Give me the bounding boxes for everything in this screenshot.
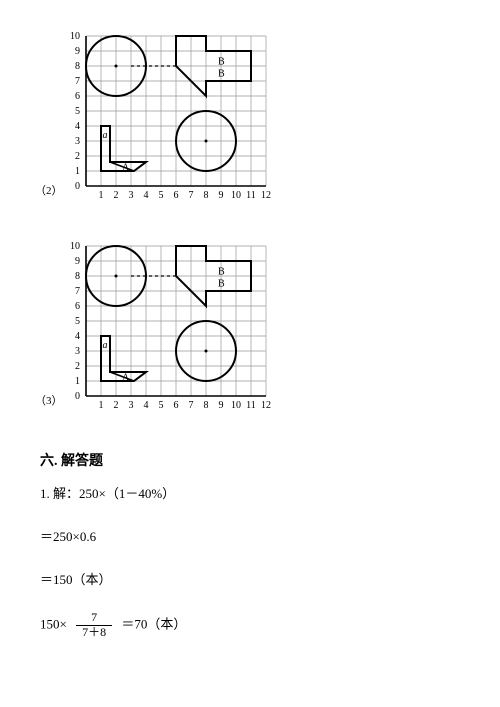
svg-text:10: 10 (70, 31, 80, 42)
svg-text:4: 4 (144, 400, 149, 411)
svg-text:7: 7 (189, 400, 194, 411)
svg-text:9: 9 (219, 190, 224, 201)
svg-text:12: 12 (261, 400, 271, 411)
svg-text:B: B (218, 267, 225, 278)
figure-3-label: （3） (35, 392, 63, 408)
figure-2: （2） 012345678910123456789101112BBaA (40, 30, 460, 210)
svg-text:1: 1 (75, 166, 80, 177)
svg-text:B: B (218, 69, 225, 80)
svg-text:1: 1 (99, 400, 104, 411)
figure-3: （3） 012345678910123456789101112BBaA (40, 240, 460, 420)
svg-text:a: a (103, 340, 108, 351)
svg-text:B: B (218, 57, 225, 68)
svg-text:5: 5 (159, 190, 164, 201)
svg-text:2: 2 (75, 361, 80, 372)
svg-text:2: 2 (114, 400, 119, 411)
svg-text:8: 8 (75, 271, 80, 282)
svg-text:5: 5 (159, 400, 164, 411)
svg-text:1: 1 (99, 190, 104, 201)
svg-text:4: 4 (75, 331, 80, 342)
svg-text:11: 11 (246, 190, 256, 201)
svg-text:9: 9 (219, 400, 224, 411)
figure-3-grid: 012345678910123456789101112BBaA (64, 240, 460, 420)
svg-text:3: 3 (129, 400, 134, 411)
svg-text:8: 8 (204, 400, 209, 411)
solution-line-4: 150× 7 7＋8 ＝70（本） (40, 612, 460, 639)
svg-text:8: 8 (204, 190, 209, 201)
svg-text:4: 4 (144, 190, 149, 201)
svg-text:10: 10 (231, 400, 241, 411)
svg-text:6: 6 (174, 190, 179, 201)
svg-text:2: 2 (75, 151, 80, 162)
svg-text:6: 6 (75, 91, 80, 102)
svg-text:a: a (103, 130, 108, 141)
svg-text:5: 5 (75, 316, 80, 327)
svg-text:1: 1 (75, 376, 80, 387)
svg-text:7: 7 (189, 190, 194, 201)
svg-text:3: 3 (75, 346, 80, 357)
svg-text:7: 7 (75, 76, 80, 87)
svg-text:0: 0 (75, 181, 80, 192)
solution-line-1: 1. 解：250×（1－40%） (40, 484, 460, 505)
svg-text:10: 10 (231, 190, 241, 201)
svg-text:8: 8 (75, 61, 80, 72)
svg-text:3: 3 (75, 136, 80, 147)
svg-text:5: 5 (75, 106, 80, 117)
svg-text:7: 7 (75, 286, 80, 297)
svg-text:A: A (122, 372, 130, 383)
svg-text:9: 9 (75, 256, 80, 267)
fraction-numerator: 7 (76, 611, 112, 625)
svg-text:6: 6 (174, 400, 179, 411)
solution-line-2: ＝250×0.6 (40, 527, 460, 548)
svg-text:B: B (218, 279, 225, 290)
fraction-denominator: 7＋8 (76, 626, 112, 639)
sol4-prefix: 150× (40, 617, 67, 632)
svg-text:2: 2 (114, 190, 119, 201)
svg-text:0: 0 (75, 391, 80, 402)
section-heading: 六. 解答题 (40, 450, 460, 470)
svg-text:6: 6 (75, 301, 80, 312)
svg-text:12: 12 (261, 190, 271, 201)
svg-text:4: 4 (75, 121, 80, 132)
svg-text:3: 3 (129, 190, 134, 201)
figure-2-label: （2） (35, 182, 63, 198)
svg-text:A: A (122, 162, 130, 173)
solution-line-3: ＝150（本） (40, 570, 460, 591)
sol4-suffix: ＝70（本） (121, 617, 186, 632)
svg-text:10: 10 (70, 241, 80, 252)
figure-2-grid: 012345678910123456789101112BBaA (64, 30, 460, 210)
svg-text:11: 11 (246, 400, 256, 411)
fraction: 7 7＋8 (76, 611, 112, 638)
svg-text:9: 9 (75, 46, 80, 57)
